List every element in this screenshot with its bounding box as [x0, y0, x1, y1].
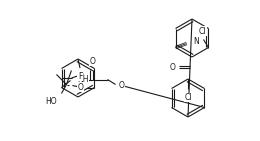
Text: N: N [193, 37, 199, 46]
Text: O: O [90, 57, 95, 66]
Text: Cl: Cl [184, 93, 192, 102]
Text: F: F [78, 72, 82, 81]
Text: HO: HO [45, 97, 56, 106]
Text: O: O [119, 81, 125, 90]
Text: O: O [170, 63, 176, 72]
Text: NH: NH [77, 75, 89, 84]
Text: O: O [77, 83, 83, 92]
Text: Cl: Cl [199, 27, 206, 36]
